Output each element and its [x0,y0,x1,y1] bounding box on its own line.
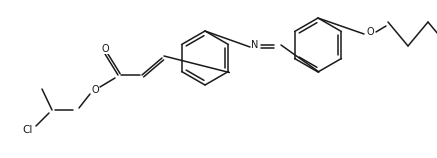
Text: O: O [101,44,109,54]
Text: Cl: Cl [23,125,33,135]
Text: O: O [366,27,374,37]
Text: O: O [91,85,99,95]
Text: N: N [251,40,259,50]
